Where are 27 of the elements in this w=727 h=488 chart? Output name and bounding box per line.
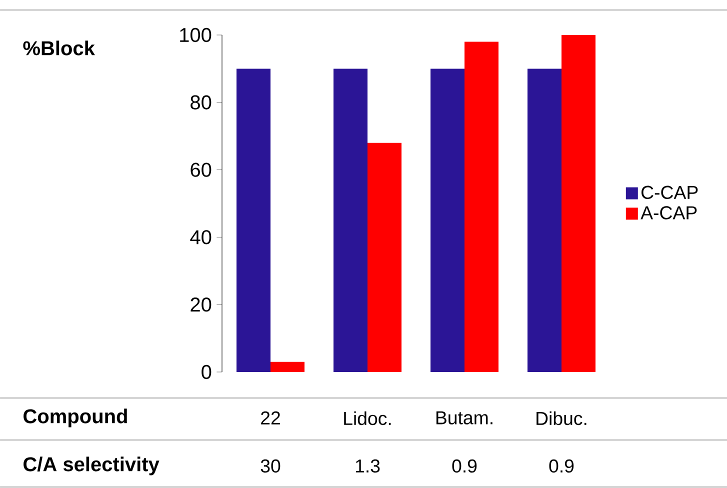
bar [430,68,464,372]
bar [562,34,596,372]
text: 1.3 [356,459,380,473]
bar [270,362,305,372]
y-tick-label: 60 [190,162,212,177]
legend-label: A-CAP [640,206,697,220]
text: 0.9 [452,459,477,473]
bar [464,42,498,372]
bar [368,142,402,372]
bar [528,68,562,372]
text: C/A selectivity [24,456,160,476]
y-tick-label: 100 [180,28,212,42]
bar [334,68,368,372]
text: 30 [260,459,280,473]
x-tick-label: 22 [261,411,280,424]
legend-label: C-CAP [642,186,698,200]
text: 0.9 [549,459,574,473]
x-tick-label: Dibuc. [536,411,586,426]
y-tick-label: 40 [190,230,212,244]
y-axis-title: %Block [23,40,95,56]
x-tick-label: Lidoc. [344,411,391,426]
y-tick-label: 80 [190,95,212,110]
x-axis-title: Compound [24,408,127,428]
bar [236,68,271,372]
x-tick-label: Butam. [436,411,492,424]
y-tick-label: 0 [202,364,212,380]
y-tick-label: 20 [190,298,212,312]
